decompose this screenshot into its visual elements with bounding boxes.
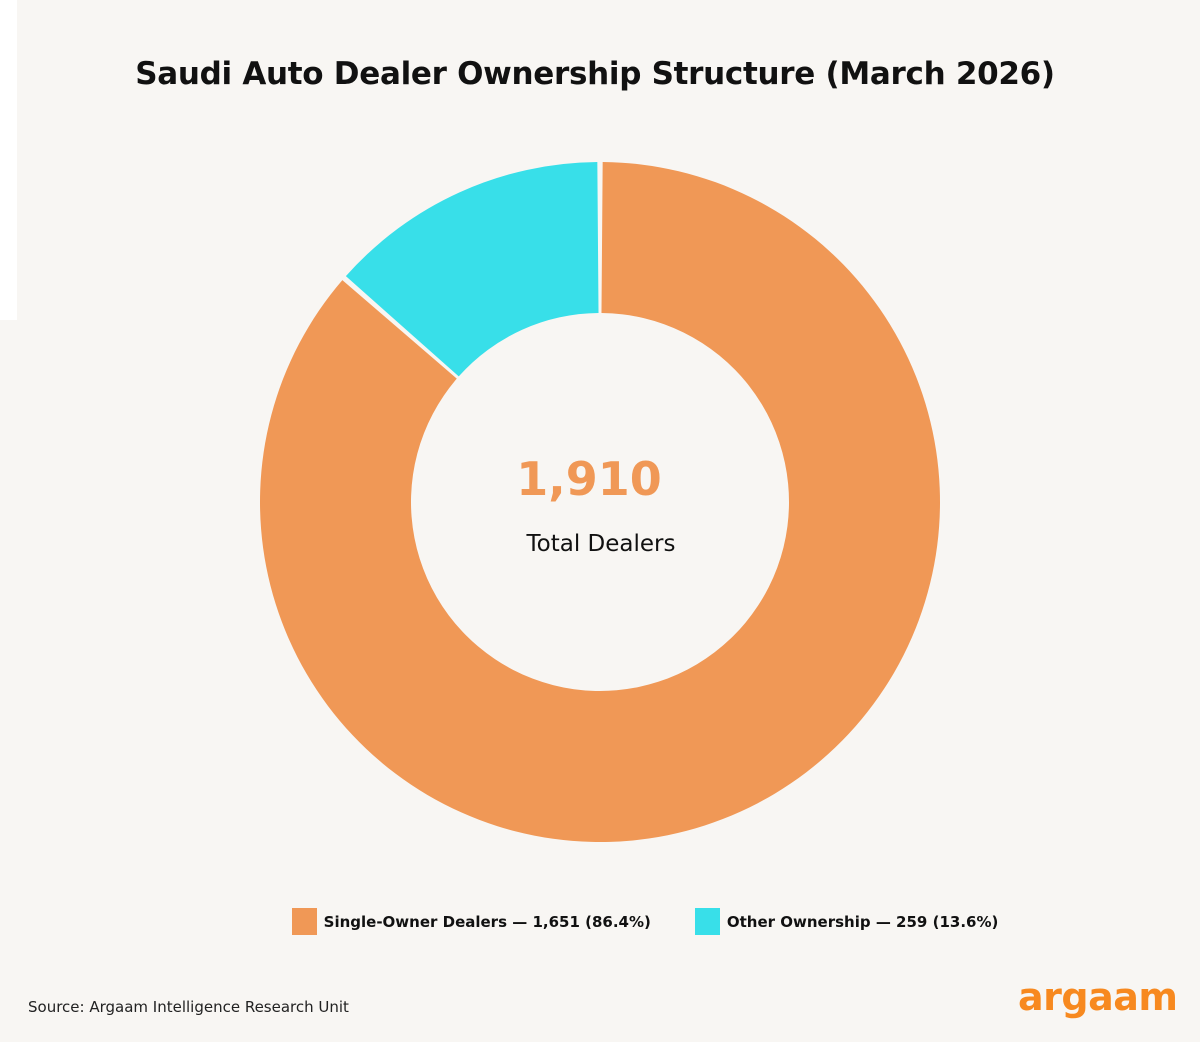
legend-label-other-ownership: Other Ownership — 259 (13.6%) bbox=[726, 912, 999, 931]
legend-label-single-owner: Single-Owner Dealers — 1,651 (86.4%) bbox=[323, 912, 651, 931]
left-white-strip bbox=[0, 0, 17, 320]
chart-title: Saudi Auto Dealer Ownership Structure (M… bbox=[135, 56, 1055, 92]
source-note: Source: Argaam Intelligence Research Uni… bbox=[28, 998, 349, 1016]
donut-slice-single-owner-dealers bbox=[260, 162, 941, 842]
donut-slices bbox=[260, 162, 941, 842]
argaam-logo: argaam bbox=[1018, 975, 1178, 1019]
legend-item-single-owner: Single-Owner Dealers — 1,651 (86.4%) bbox=[291, 908, 651, 935]
legend-swatch-other-ownership bbox=[694, 908, 720, 935]
legend-item-other-ownership: Other Ownership — 259 (13.6%) bbox=[694, 908, 999, 935]
center-total-value: 1,910 bbox=[516, 452, 662, 506]
chart-legend: Single-Owner Dealers — 1,651 (86.4%) Oth… bbox=[0, 908, 1200, 935]
center-total-label: Total Dealers bbox=[526, 531, 676, 557]
donut-slice-other-ownership bbox=[345, 162, 599, 377]
legend-swatch-single-owner bbox=[291, 908, 317, 935]
